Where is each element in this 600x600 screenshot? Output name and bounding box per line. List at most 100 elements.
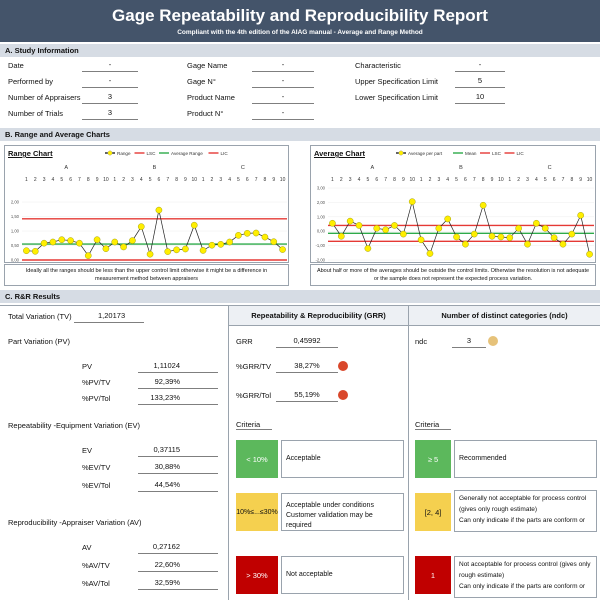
- group-label: B: [153, 165, 157, 171]
- performed-by-value[interactable]: -: [82, 76, 138, 88]
- category-label: 7: [473, 177, 476, 183]
- legend-label: Range: [117, 151, 131, 156]
- data-point: [533, 219, 540, 227]
- data-point: [243, 230, 251, 237]
- section-charts: B. Range and Average Charts: [0, 128, 600, 141]
- usl-value[interactable]: 5: [455, 76, 505, 88]
- data-point: [49, 238, 57, 246]
- data-point: [444, 215, 451, 223]
- data-point: [488, 232, 496, 240]
- y-tick-label: 1,00: [11, 229, 20, 234]
- ndc-criterion-not-acceptable-desc: Not acceptable for process control (give…: [454, 556, 597, 598]
- category-label: 6: [158, 177, 161, 183]
- divider-right: [408, 305, 409, 600]
- group-label: A: [370, 165, 374, 171]
- pv-tol-label: %PV/Tol: [82, 394, 111, 403]
- category-label: 4: [535, 177, 538, 183]
- y-tick-label: 1,50: [11, 214, 20, 219]
- data-point: [408, 198, 416, 205]
- gage-no-label: Gage N°: [187, 77, 216, 86]
- category-label: 9: [402, 177, 405, 183]
- av-value: 0,27162: [138, 542, 218, 554]
- grr-criterion-conditional: 10%≤...≤30%: [236, 493, 278, 531]
- category-label: 7: [255, 177, 258, 183]
- category-label: 7: [562, 177, 565, 183]
- ev-tol-label: %EV/Tol: [82, 481, 111, 490]
- data-point: [355, 222, 363, 229]
- av-tv-value: 22,60%: [138, 560, 218, 572]
- lsl-value[interactable]: 10: [455, 92, 505, 104]
- category-label: 8: [87, 177, 90, 183]
- ndc-rough-line2: (gives only rough estimate): [459, 506, 538, 513]
- grr-criterion-not-acceptable: > 30%: [236, 556, 278, 594]
- product-no-value[interactable]: -: [252, 108, 314, 120]
- data-point: [279, 246, 286, 253]
- average-chart-panel: Average Chart Average per part Mean LSC LIC…: [310, 145, 596, 263]
- data-point: [120, 243, 127, 251]
- ndc-value: 3: [452, 336, 486, 348]
- data-point: [470, 230, 478, 238]
- product-name-value[interactable]: -: [252, 92, 314, 104]
- trials-label: Number of Trials: [8, 109, 64, 118]
- section-rr-results: C. R&R Results: [0, 290, 600, 303]
- ev-label: EV: [82, 446, 93, 455]
- category-label: 2: [34, 177, 37, 183]
- category-label: 9: [184, 177, 187, 183]
- data-point: [182, 245, 189, 253]
- category-label: 9: [272, 177, 275, 183]
- characteristic-value[interactable]: -: [455, 60, 505, 72]
- range-chart-title: Range Chart: [8, 149, 53, 158]
- category-label: 9: [579, 177, 582, 183]
- av-tv-label: %AV/TV: [82, 561, 110, 570]
- category-label: 3: [526, 177, 529, 183]
- data-point: [391, 222, 398, 229]
- data-point: [586, 250, 593, 258]
- data-point: [515, 225, 522, 232]
- gage-name-value[interactable]: -: [252, 60, 314, 72]
- data-point: [364, 245, 372, 252]
- grr-criterion-conditional-desc: Acceptable under conditions Customer val…: [281, 493, 404, 531]
- y-tick-label: 1,00: [317, 214, 326, 219]
- product-no-label: Product N°: [187, 109, 224, 118]
- category-label: 2: [122, 177, 125, 183]
- ev-heading: Repeatability -Equipment Variation (EV): [8, 421, 141, 430]
- category-label: 5: [455, 177, 458, 183]
- data-point: [497, 233, 505, 241]
- category-label: 5: [367, 177, 370, 183]
- legend-label: LIC: [221, 151, 229, 156]
- pv-label: PV: [82, 362, 93, 371]
- data-point: [462, 240, 469, 248]
- tv-value: 1,20173: [74, 311, 144, 323]
- category-label: 4: [52, 177, 55, 183]
- appraisers-value[interactable]: 3: [82, 92, 138, 104]
- trials-value[interactable]: 3: [82, 108, 138, 120]
- divider-top: [0, 305, 600, 306]
- category-label: 10: [280, 177, 286, 183]
- category-label: 3: [43, 177, 46, 183]
- divider-left: [228, 305, 229, 600]
- pv-heading: Part Variation (PV): [8, 337, 70, 346]
- data-point: [329, 219, 336, 227]
- date-label: Date: [8, 61, 24, 70]
- y-tick-label: -1,00: [315, 243, 325, 248]
- category-label: 6: [246, 177, 249, 183]
- date-value[interactable]: -: [82, 60, 138, 72]
- ndc-rough-line3: Can only indicate if the parts are confo…: [459, 517, 586, 524]
- gage-no-value[interactable]: -: [252, 76, 314, 88]
- category-label: 8: [264, 177, 267, 183]
- category-label: 1: [113, 177, 116, 183]
- ev-tol-value: 44,54%: [138, 480, 218, 492]
- category-label: 4: [358, 177, 361, 183]
- range-chart-note: Ideally all the ranges should be less th…: [4, 264, 289, 286]
- grr-label: GRR: [236, 337, 253, 346]
- category-label: 6: [375, 177, 378, 183]
- grr-tol-label: %GRR/Tol: [236, 391, 272, 400]
- grr-criteria-label: Criteria: [236, 420, 272, 430]
- ndc-criterion-not-acceptable: 1: [415, 556, 451, 594]
- y-tick-label: 2,00: [11, 200, 20, 205]
- data-point: [235, 232, 242, 239]
- category-label: 1: [331, 177, 334, 183]
- data-point: [550, 234, 558, 241]
- category-label: 5: [237, 177, 240, 183]
